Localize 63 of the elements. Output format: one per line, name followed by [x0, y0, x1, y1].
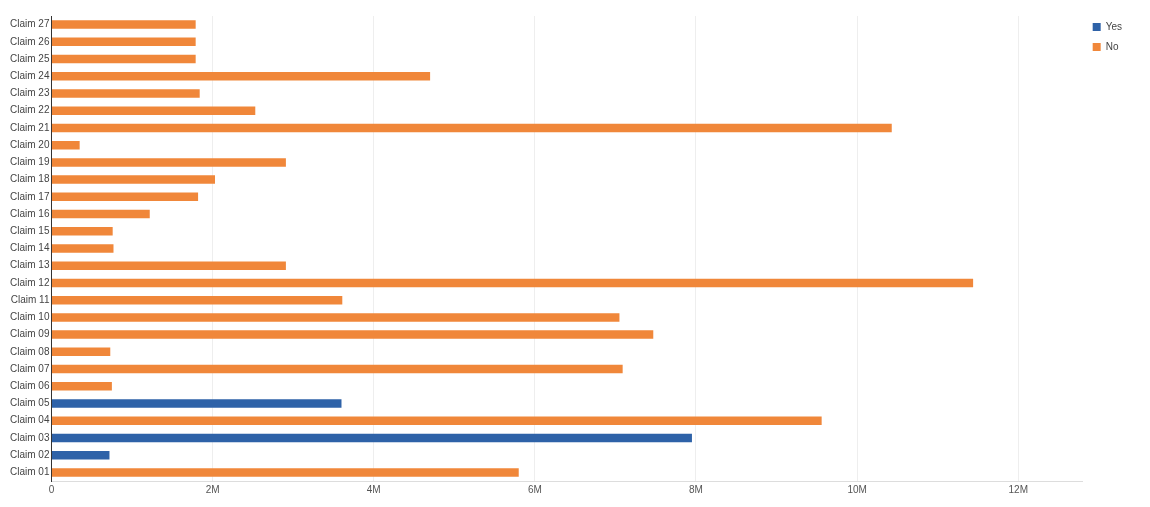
y-tick-label: Claim 15: [9, 225, 50, 237]
bar: [51, 158, 286, 167]
legend-label: Yes: [1105, 20, 1123, 32]
bar: [51, 313, 620, 322]
y-tick-label: Claim 06: [9, 380, 50, 392]
y-tick-label: Claim 13: [9, 259, 50, 271]
bar: [51, 20, 196, 29]
x-tick-label: 8M: [689, 483, 703, 495]
bar: [51, 175, 215, 184]
bar: [51, 106, 256, 115]
bar: [51, 468, 519, 477]
y-tick-label: Claim 04: [9, 414, 50, 426]
y-tick-label: Claim 11: [10, 293, 50, 305]
bar: [51, 450, 110, 460]
bar: [51, 399, 342, 408]
x-tick-label: 10M: [847, 483, 867, 495]
y-tick-label: Claim 27: [9, 18, 50, 30]
y-tick-label: Claim 16: [9, 207, 50, 219]
bar: [51, 72, 431, 81]
x-tick-label: 0: [48, 483, 55, 495]
bar: [51, 364, 623, 374]
y-tick-label: Claim 17: [9, 190, 50, 202]
y-tick-label: Claim 21: [9, 121, 50, 133]
y-tick-label: Claim 03: [9, 431, 50, 443]
legend-label: No: [1105, 40, 1119, 52]
bar: [51, 227, 113, 236]
bar: [51, 416, 822, 425]
x-tick-label: 6M: [527, 483, 542, 495]
bar: [51, 347, 111, 357]
y-tick-label: Claim 18: [9, 173, 50, 185]
y-tick-label: Claim 05: [9, 397, 50, 409]
bar: [51, 244, 114, 253]
y-tick-label: Claim 10: [9, 311, 50, 323]
y-tick-label: Claim 26: [9, 35, 50, 47]
x-tick-label: 12M: [1008, 483, 1028, 495]
y-tick-label: Claim 25: [9, 52, 50, 64]
bar: [51, 295, 343, 305]
y-tick-label: Claim 12: [9, 276, 50, 288]
bar: [51, 278, 974, 288]
y-tick-label: Claim 22: [9, 104, 50, 116]
bar: [51, 330, 654, 339]
y-tick-label: Claim 09: [9, 328, 50, 340]
bar: [51, 433, 692, 443]
y-tick-label: Claim 24: [9, 70, 50, 82]
y-tick-label: Claim 02: [9, 448, 50, 460]
bar: [51, 261, 286, 270]
y-tick-label: Claim 19: [9, 156, 50, 168]
bar: [51, 209, 150, 219]
y-tick-label: Claim 01: [9, 466, 50, 478]
y-tick-label: Claim 23: [9, 87, 50, 99]
bar: [51, 382, 112, 391]
x-tick-label: 2M: [205, 483, 220, 495]
bar: [51, 37, 196, 47]
bar: [51, 192, 199, 202]
y-tick-label: Claim 20: [9, 138, 50, 150]
x-tick-label: 4M: [366, 483, 381, 495]
y-tick-label: Claim 07: [9, 362, 50, 374]
bar: [51, 89, 200, 98]
y-tick-label: Claim 14: [9, 242, 50, 254]
bar: [51, 123, 892, 133]
y-tick-label: Claim 08: [9, 345, 50, 357]
bar: [51, 140, 80, 150]
bar: [51, 54, 196, 64]
